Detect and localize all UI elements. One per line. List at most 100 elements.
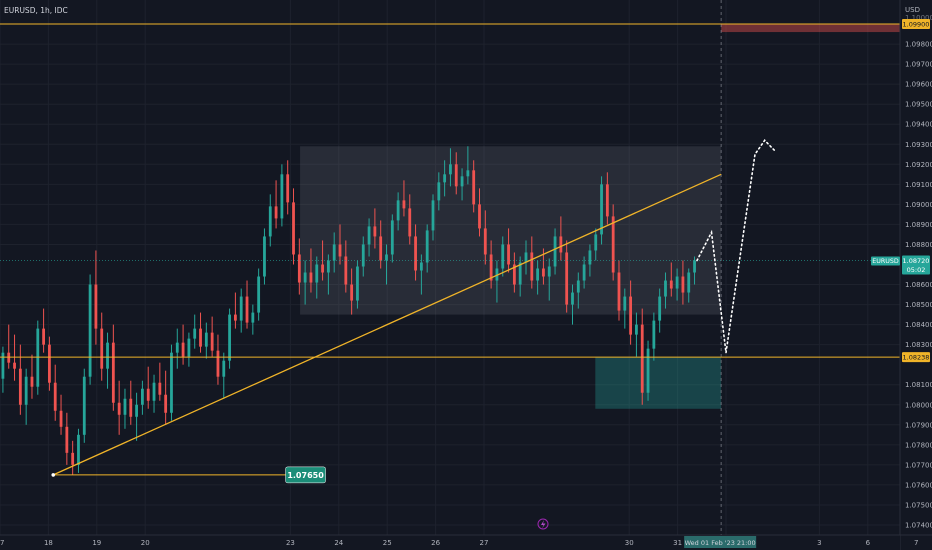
candle-body [117,402,121,415]
candle-body [303,272,307,283]
price-tick-label: 1.07400 [905,521,932,529]
candle-body [187,338,191,357]
candle-body [635,324,638,335]
symbol-tag-box [871,256,900,266]
candle-body [158,382,162,395]
candle-body [605,184,609,217]
candle-body [350,284,354,301]
candle-body [478,204,481,229]
candle-body [18,368,22,405]
candle-body [193,328,197,339]
candlestick-series [1,146,696,475]
candle-body [640,324,644,393]
candle-body [216,350,220,377]
candle-body [443,174,447,183]
price-tick-label: 1.08400 [905,321,932,329]
candle-body [576,280,580,293]
lightning-icon[interactable] [537,518,549,530]
crosshair-time-text: Wed 01 Feb '23 21:00 [685,539,756,547]
candle-body [141,388,144,405]
candle-body [199,328,202,347]
candle-body [123,398,127,415]
candle-body [274,206,278,219]
candle-body [431,200,435,231]
price-tick-label: 1.09200 [905,161,932,169]
candle-body [245,296,249,323]
candle-body [111,342,115,403]
candle-body [617,272,621,311]
candle-body [419,262,423,271]
candle-body [129,398,133,417]
candle-body [687,272,691,293]
candle-body [280,174,284,219]
candle-body [268,206,272,237]
candle-body [425,230,429,263]
symbol-tag-label: EURUSD [872,258,899,265]
candle-body [664,280,667,297]
trendline[interactable] [52,173,722,476]
candle-body [472,170,476,205]
candle-body [7,352,11,363]
candle-body [71,452,75,465]
price-tick-label: 1.07800 [905,441,932,449]
demand-zone [595,357,722,409]
candle-body [449,164,452,175]
crosshair-time-label[interactable]: Wed 01 Feb '23 21:00 [684,536,757,548]
candle-body [175,342,179,353]
candle-body [332,244,336,261]
price-tick-label: 1.09700 [905,61,932,69]
candle-body [611,216,615,273]
candle-body [693,260,696,273]
candle-body [466,170,470,177]
candle-body [600,184,603,235]
low-price-label[interactable]: 1.07650 [285,466,326,484]
time-tick-label: 19 [92,539,101,547]
candle-body [181,342,185,357]
candle-body [146,388,150,401]
candle-body [588,250,592,265]
candle-body [1,352,5,379]
candle-body [170,352,173,413]
time-axis-panel [0,535,900,550]
candle-body [385,254,388,261]
target-zone [721,24,932,33]
candle-body [326,260,330,273]
price-axis[interactable]: USD 1.10000 1.09800 1.09700 1.09600 1.09500… [871,0,932,550]
projection-path[interactable] [696,139,776,353]
candle-body [321,264,324,273]
candle-body [210,332,214,351]
candle-body [82,376,86,435]
candle-body [553,236,557,267]
time-tick-label: 30 [625,539,634,547]
candle-body [483,228,487,255]
candle-body [658,296,662,321]
candle-body [594,234,598,251]
candle-body [524,252,528,263]
time-tick-label: 20 [141,539,150,547]
candle-body [536,268,540,281]
candle-body [379,236,383,261]
symbol-header: EURUSD, 1h, IDC [4,6,68,15]
candle-body [106,342,109,369]
candle-body [152,382,156,401]
time-tick-label: 25 [383,539,392,547]
candle-body [512,264,516,285]
price-tick-label: 1.09600 [905,81,932,89]
candle-body [361,244,365,267]
time-axis[interactable]: 1718192023242526273031Feb3678910Wed 01 F… [0,534,932,550]
candle-body [571,292,574,305]
candle-body [629,296,633,335]
candle-body [518,262,522,285]
trendline-anchor[interactable] [51,473,56,477]
candle-body [396,200,400,221]
chart-grid [0,0,917,535]
candle-body [204,332,208,347]
price-tag-box [902,19,930,30]
price-tick-top-cut: 1.10000 [905,14,932,22]
price-tick-label: 1.09500 [905,101,932,109]
candle-body [489,254,493,281]
candle-body [646,348,650,393]
candle-body [408,208,412,237]
